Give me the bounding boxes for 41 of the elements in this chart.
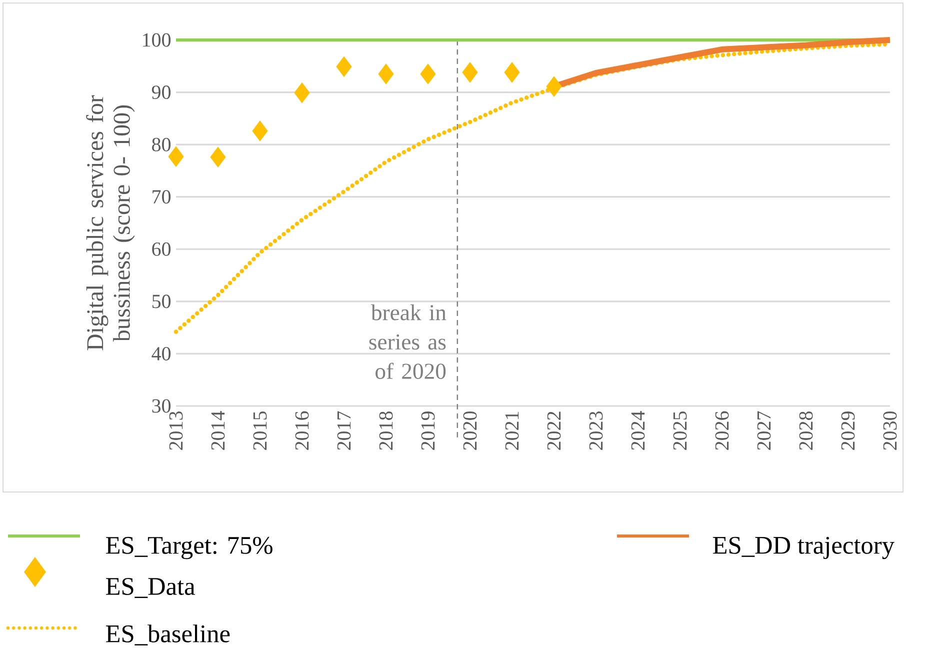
y-tick-label: 60 — [152, 242, 171, 256]
point — [462, 62, 478, 83]
y-tick-label: 30 — [152, 399, 171, 413]
x-tick-label: 2026 — [715, 411, 729, 450]
x-tick-label: 2013 — [169, 411, 183, 450]
legend-label: ES_DD trajectory — [713, 536, 894, 560]
x-tick-label: 2023 — [589, 411, 603, 450]
x-tick-label: 2015 — [253, 411, 267, 450]
legend-label: ES_baseline — [106, 624, 230, 646]
legend-label: ES_Data — [106, 578, 195, 598]
x-tick-label: 2028 — [799, 411, 813, 450]
y-tick-label: 100 — [143, 33, 171, 47]
point — [336, 56, 352, 77]
x-tick-label: 2018 — [379, 411, 393, 450]
legend-label: ES_Target: 75% — [106, 536, 272, 560]
x-tick-label: 2021 — [505, 412, 519, 450]
ref-line-label: break in series as of 2020 — [369, 304, 446, 379]
x-tick-label: 2027 — [757, 411, 771, 450]
x-tick-label: 2016 — [295, 411, 309, 450]
point — [210, 146, 226, 168]
x-tick-label: 2029 — [841, 412, 855, 450]
y-axis-title: Digital public services for bussiness (score 0- 100) — [86, 95, 135, 350]
x-tick-label: 2030 — [883, 411, 897, 450]
x-tick-label: 2022 — [547, 412, 561, 450]
y-tick-label: 80 — [152, 138, 171, 152]
y-tick-label: 40 — [152, 346, 171, 360]
x-tick-label: 2020 — [463, 411, 477, 450]
x-tick-label: 2017 — [337, 411, 351, 450]
y-tick-label: 90 — [152, 86, 171, 100]
x-tick-label: 2014 — [211, 411, 225, 450]
x-tick-label: 2024 — [631, 411, 645, 450]
y-tick-label: 70 — [152, 190, 171, 204]
point — [504, 62, 520, 83]
point — [294, 82, 310, 104]
point — [420, 64, 436, 84]
x-tick-label: 2025 — [673, 411, 687, 450]
x-tick-label: 2019 — [421, 412, 435, 450]
point — [378, 64, 394, 84]
point — [252, 120, 268, 142]
y-tick-label: 50 — [152, 294, 171, 308]
point — [546, 76, 562, 97]
